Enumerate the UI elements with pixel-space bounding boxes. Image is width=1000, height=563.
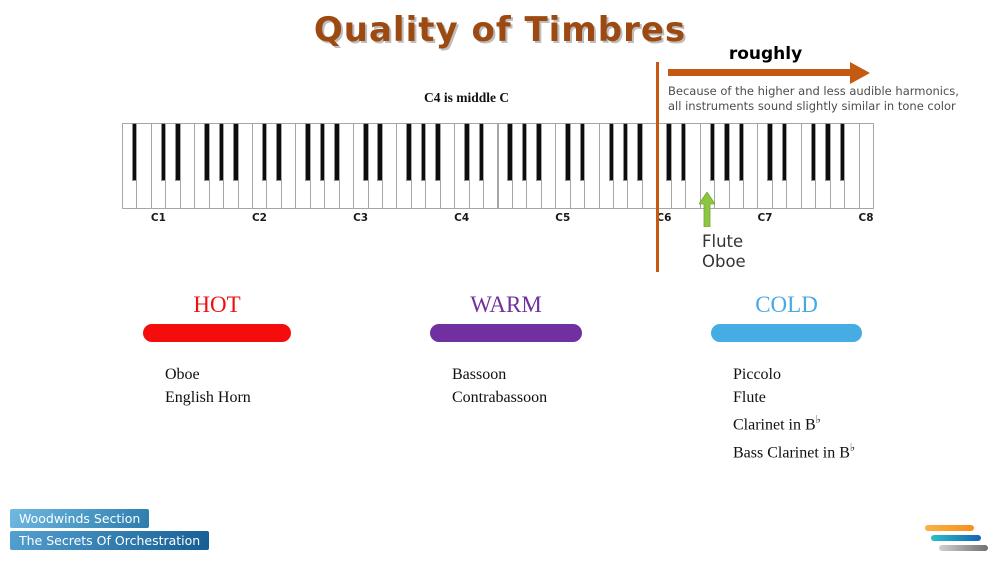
page-title: Quality of Timbres: [313, 10, 687, 50]
category-warm: WARM Bassoon Contrabassoon: [430, 292, 582, 409]
category-hot-bar: [143, 324, 291, 342]
instrument-item: Contrabassoon: [452, 388, 548, 406]
category-hot-items: Oboe English Horn: [143, 364, 291, 409]
piano-white-key: [280, 123, 297, 209]
harmonics-note-line2: all instruments sound slightly similar i…: [668, 99, 956, 113]
category-cold: COLD Piccolo Flute Clarinet in B♭ Bass Clar…: [711, 292, 862, 465]
piano-white-key: [584, 123, 600, 209]
category-cold-bar: [711, 324, 862, 342]
middle-c-caption: C4 is middle C: [424, 90, 510, 105]
right-arrow-head: [850, 62, 870, 84]
piano-white-key: [237, 123, 253, 209]
octave-label: C4: [454, 212, 470, 224]
section-badge: Woodwinds Section: [10, 509, 150, 528]
piano-white-key: [786, 123, 802, 209]
octave-label: C2: [251, 212, 267, 224]
category-cold-items: Piccolo Flute Clarinet in B♭ Bass Clarinet …: [711, 364, 862, 465]
instrument-item: Bassoon: [452, 366, 507, 383]
series-badge: The Secrets Of Orchestration: [10, 531, 210, 550]
piano-white-key: [483, 123, 499, 209]
piano-white-key: [540, 123, 557, 209]
instrument-item: Clarinet in B♭: [733, 414, 821, 434]
roughly-label: roughly: [728, 44, 803, 64]
harmonics-note-line1: Because of the higher and less audible h…: [668, 84, 959, 98]
piano-white-key: [381, 123, 398, 209]
harmonics-note: Because of the higher and less audible h…: [668, 84, 980, 114]
instrument-item: Bass Clarinet in B♭: [733, 441, 856, 462]
category-warm-title: WARM: [470, 292, 542, 317]
pointer-label-oboe: Oboe: [702, 252, 746, 271]
octave-label: C7: [757, 212, 773, 224]
category-warm-bar: [430, 324, 582, 342]
logo-bar-gray: [939, 545, 988, 551]
piano-white-key: [844, 123, 860, 209]
octave-label: C6: [656, 212, 672, 224]
category-hot-title: HOT: [193, 292, 241, 317]
divider-line: [656, 62, 659, 272]
piano-white-key: [439, 123, 456, 209]
octave-label: C8: [858, 212, 874, 224]
instrument-item: Oboe: [165, 366, 200, 383]
octave-label: C1: [150, 212, 166, 224]
octave-label: C3: [353, 212, 369, 224]
piano-keyboard: C1 C2 C3 C4 C5 C6 C7 C8: [122, 123, 874, 224]
piano-white-key: [858, 123, 874, 209]
logo-bar-orange: [925, 525, 974, 531]
instrument-item: Flute: [733, 388, 766, 406]
pointer-labels: Flute Oboe: [702, 232, 746, 272]
category-warm-items: Bassoon Contrabassoon: [430, 364, 582, 409]
instrument-item: Piccolo: [733, 366, 781, 383]
octave-label: C5: [555, 212, 571, 224]
right-arrow-shaft: [668, 69, 852, 76]
piano-white-key: [338, 123, 355, 209]
pointer-label-flute: Flute: [702, 232, 744, 251]
up-arrow-icon: [699, 192, 715, 227]
category-hot: HOT Oboe English Horn: [143, 292, 291, 409]
logo-bar-blue: [931, 535, 981, 541]
piano-white-key: [136, 123, 152, 209]
up-arrow-shape: [699, 192, 715, 227]
piano-white-key: [743, 123, 759, 209]
piano-white-key: [179, 123, 196, 209]
instrument-item: English Horn: [165, 388, 251, 406]
category-cold-title: COLD: [755, 292, 818, 317]
